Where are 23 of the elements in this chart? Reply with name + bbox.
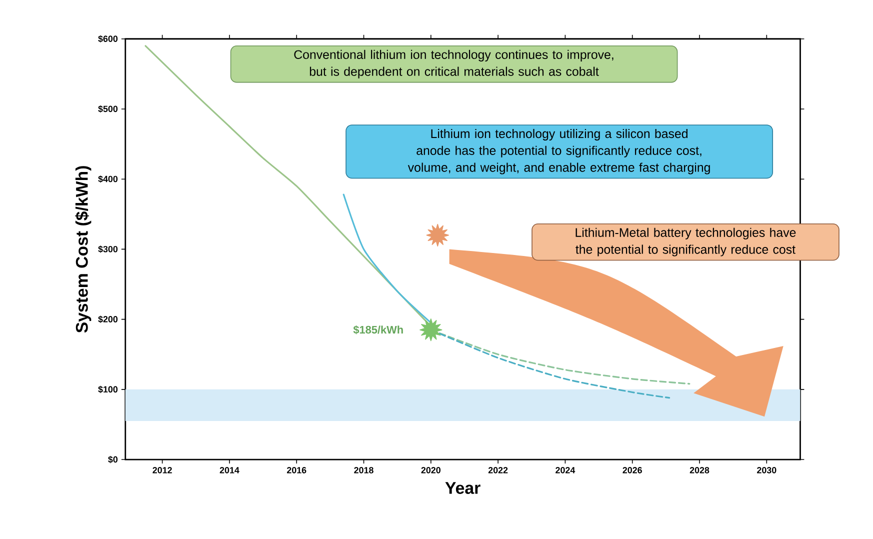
y-tick-label: $0	[108, 456, 118, 464]
x-tick-label: 2028	[690, 466, 710, 474]
x-tick-label: 2022	[488, 466, 508, 474]
x-tick-label: 2014	[220, 466, 240, 474]
annotation: Lithium-Metal battery technologies have the potential to significantly reduce cost	[576, 228, 796, 256]
y-tick-label: $100	[98, 386, 118, 393]
annotation: $185/kWh	[353, 325, 403, 334]
x-tick-label: 2018	[354, 466, 374, 474]
y-tick-label: $400	[98, 175, 118, 183]
x-tick-label: 2030	[757, 466, 776, 474]
x-tick-label: 2016	[286, 466, 306, 474]
x-tick-label: 2012	[152, 466, 172, 474]
x-tick-label: 2024	[556, 466, 576, 474]
y-tick-label: $300	[98, 245, 118, 253]
y-tick-label: $200	[98, 316, 118, 323]
x-tick-label: 2026	[622, 466, 642, 474]
x-tick-label: 2020	[421, 466, 440, 474]
annotation: Conventional lithium ion technology continues to improve, but is dependent on critical materials such as cobalt	[294, 50, 614, 78]
y-tick-label: $500	[98, 105, 118, 112]
x-axis-title: Year	[445, 482, 480, 494]
y-tick-label: $600	[98, 35, 118, 42]
annotation: Lithium ion technology utilizing a silicon based anode has the potential to significantly reduce cost, volume, and weight, and enable extreme fast charging	[408, 128, 710, 174]
y-axis-title: System Cost ($/kWh)	[75, 166, 92, 333]
